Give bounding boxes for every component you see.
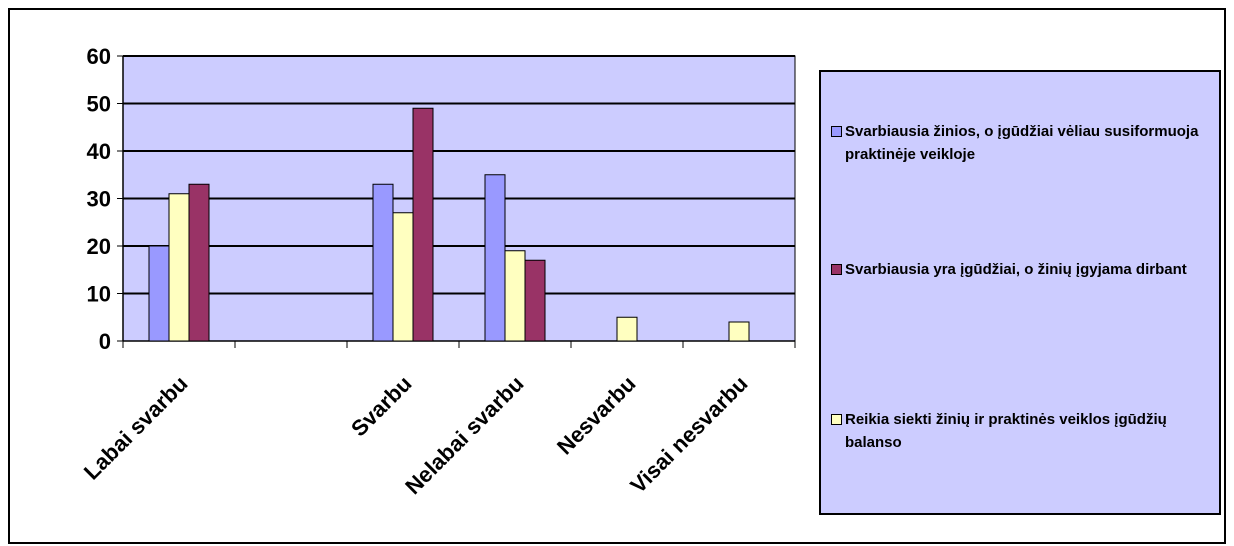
y-tick-label: 0 bbox=[99, 329, 111, 354]
bars bbox=[148, 107, 750, 342]
x-tick-label: Nesvarbu bbox=[552, 371, 641, 460]
y-tick-label: 30 bbox=[87, 187, 111, 212]
legend-swatch bbox=[831, 414, 842, 425]
legend: Svarbiausia žinios, o įgūdžiai vėliau su… bbox=[819, 70, 1221, 515]
bar bbox=[484, 174, 506, 342]
x-tick-label: Nelabai svarbu bbox=[400, 371, 528, 499]
axes bbox=[117, 55, 796, 348]
legend-label: Reikia siekti žinių ir praktinės veiklos… bbox=[845, 411, 1167, 451]
legend-label: Svarbiausia yra įgūdžiai, o žinių įgyjam… bbox=[845, 261, 1187, 278]
bar bbox=[392, 212, 414, 342]
y-tick-label: 50 bbox=[87, 92, 111, 117]
x-tick-label: Labai svarbu bbox=[79, 371, 193, 485]
bar bbox=[412, 107, 434, 342]
legend-item: Svarbiausia žinios, o įgūdžiai vėliau su… bbox=[831, 120, 1216, 166]
bar bbox=[148, 245, 170, 342]
bar bbox=[524, 259, 546, 342]
legend-swatch bbox=[831, 264, 842, 275]
bar bbox=[188, 183, 210, 342]
x-tick-label: Svarbu bbox=[346, 371, 416, 441]
bar bbox=[504, 250, 526, 342]
legend-item: Reikia siekti žinių ir praktinės veiklos… bbox=[831, 408, 1216, 454]
y-tick-label: 10 bbox=[87, 282, 111, 307]
y-tick-label: 20 bbox=[87, 234, 111, 259]
bar bbox=[168, 193, 190, 342]
plot-area bbox=[122, 55, 796, 342]
y-tick-label: 40 bbox=[87, 139, 111, 164]
legend-item: Svarbiausia yra įgūdžiai, o žinių įgyjam… bbox=[831, 258, 1216, 281]
legend-label: Svarbiausia žinios, o įgūdžiai vėliau su… bbox=[845, 123, 1199, 163]
x-tick-label: Visai nesvarbu bbox=[625, 371, 752, 498]
bar bbox=[372, 183, 394, 342]
legend-swatch bbox=[831, 126, 842, 137]
bar bbox=[728, 321, 750, 342]
y-tick-label: 60 bbox=[87, 44, 111, 69]
bar bbox=[616, 316, 638, 342]
